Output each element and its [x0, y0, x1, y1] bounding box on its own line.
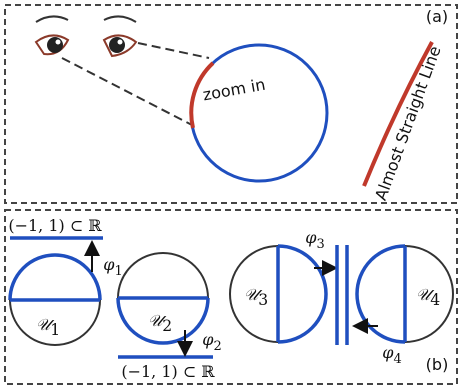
set-label-index: 2 — [162, 317, 172, 335]
map-label-symbol: φ — [103, 255, 115, 274]
map-label-symbol: φ — [202, 330, 214, 349]
panel-label: (b) — [426, 355, 449, 374]
map-label-index: 2 — [213, 339, 221, 354]
set-label-index: 1 — [50, 321, 60, 339]
map-label: φ3 — [305, 228, 324, 252]
map-label: φ2 — [202, 330, 221, 354]
view-line — [62, 58, 192, 125]
set-label: 𝒰3 — [244, 285, 268, 309]
map-label-index: 3 — [316, 237, 324, 252]
eyes — [36, 16, 136, 56]
interval-label: (−1, 1) ⊂ ℝ — [8, 216, 102, 235]
diagram: zoom in Almost Straight Line (a) 𝒰1φ1(−1… — [0, 0, 462, 389]
map-label-symbol: φ — [305, 228, 317, 247]
map-label-symbol: φ — [382, 343, 394, 362]
set-label: 𝒰4 — [416, 285, 440, 309]
view-line — [138, 43, 209, 58]
set-label-index: 3 — [258, 291, 268, 309]
map-label-index: 4 — [393, 352, 401, 367]
set-label: 𝒰1 — [36, 315, 60, 339]
set-label-index: 4 — [430, 291, 440, 309]
shapes — [10, 238, 453, 357]
curve-label: Almost Straight Line — [371, 43, 445, 202]
set-label: 𝒰2 — [148, 311, 172, 335]
map-label: φ1 — [103, 255, 122, 279]
map-label: φ4 — [382, 343, 401, 367]
panel-label: (a) — [426, 7, 448, 26]
zoom-text: zoom in — [201, 75, 267, 105]
map-label-index: 1 — [114, 264, 122, 279]
interval-label: (−1, 1) ⊂ ℝ — [121, 362, 215, 381]
